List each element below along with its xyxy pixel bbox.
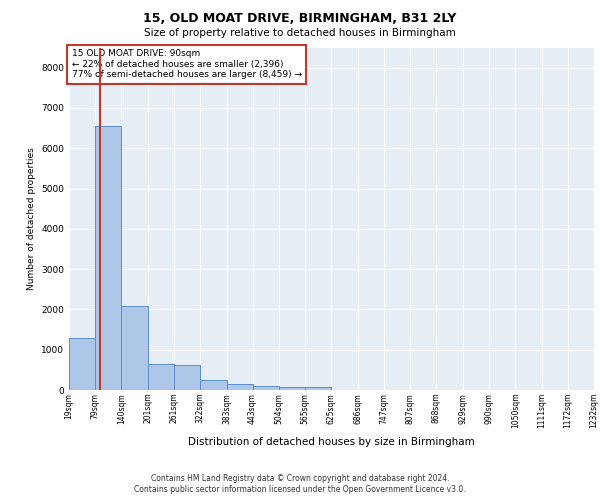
Bar bbox=[253, 386, 279, 390]
Bar bbox=[200, 380, 227, 390]
Bar bbox=[121, 306, 148, 390]
Text: Size of property relative to detached houses in Birmingham: Size of property relative to detached ho… bbox=[144, 28, 456, 38]
X-axis label: Distribution of detached houses by size in Birmingham: Distribution of detached houses by size … bbox=[188, 436, 475, 446]
Text: 15 OLD MOAT DRIVE: 90sqm
← 22% of detached houses are smaller (2,396)
77% of sem: 15 OLD MOAT DRIVE: 90sqm ← 22% of detach… bbox=[71, 49, 302, 79]
Bar bbox=[279, 387, 305, 390]
Bar bbox=[227, 384, 253, 390]
Bar bbox=[305, 387, 331, 390]
Text: Contains HM Land Registry data © Crown copyright and database right 2024.
Contai: Contains HM Land Registry data © Crown c… bbox=[134, 474, 466, 494]
Y-axis label: Number of detached properties: Number of detached properties bbox=[26, 148, 35, 290]
Text: 15, OLD MOAT DRIVE, BIRMINGHAM, B31 2LY: 15, OLD MOAT DRIVE, BIRMINGHAM, B31 2LY bbox=[143, 12, 457, 26]
Bar bbox=[174, 365, 200, 390]
Bar bbox=[95, 126, 121, 390]
Bar bbox=[148, 364, 174, 390]
Bar bbox=[69, 338, 95, 390]
